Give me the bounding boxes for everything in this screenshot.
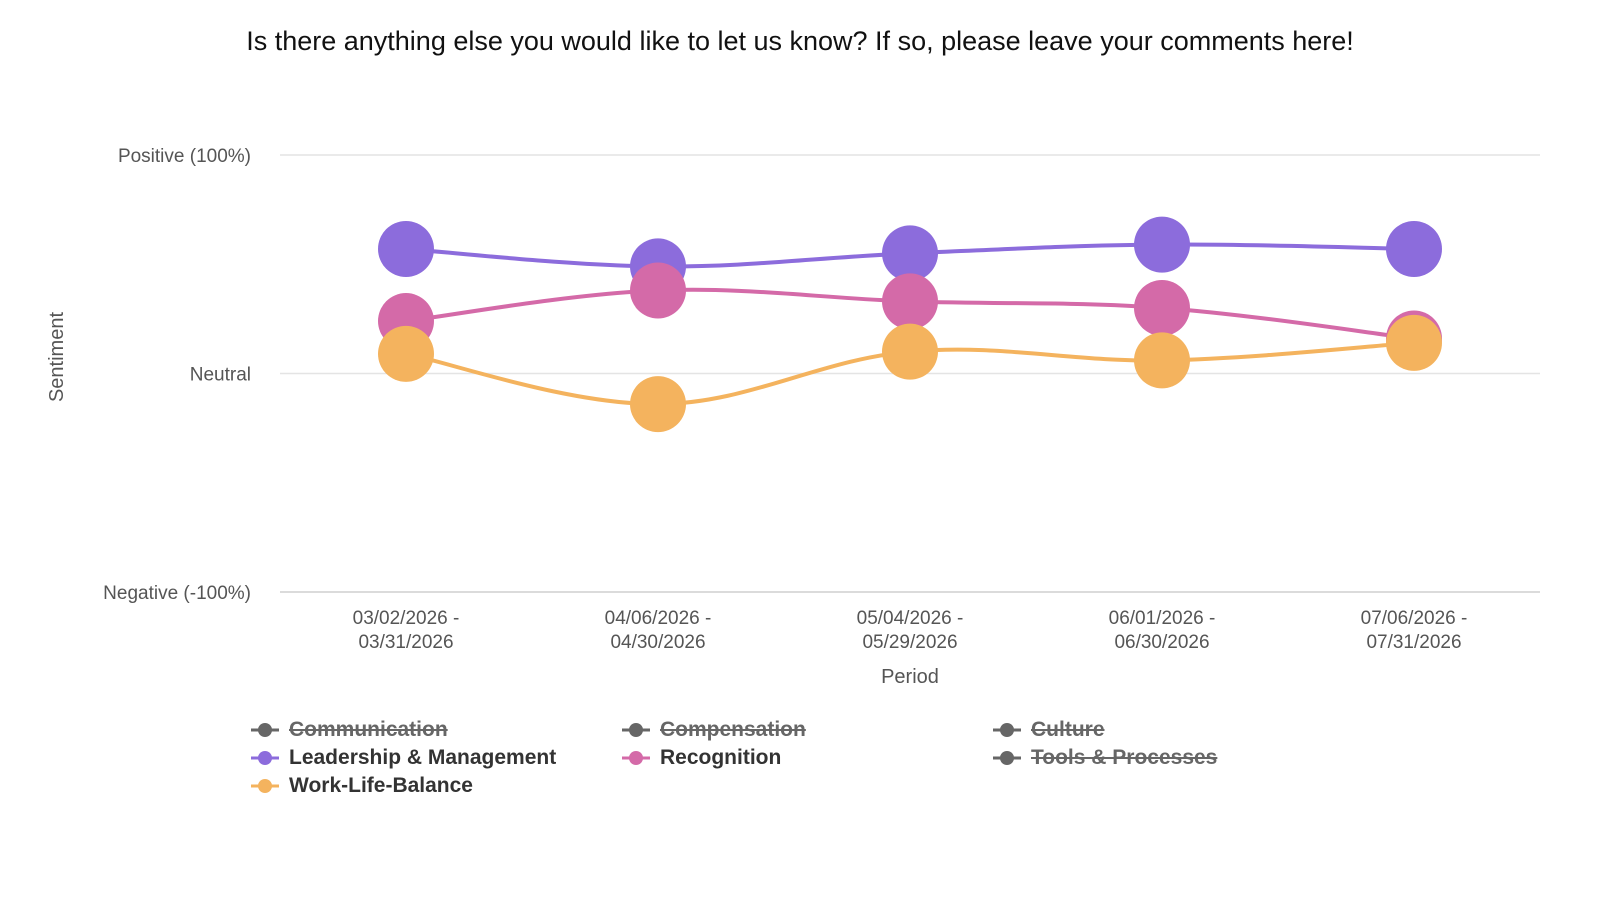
page-title: Is there anything else you would like to… xyxy=(246,26,1354,56)
legend-item-tools-processes[interactable]: Tools & Processes xyxy=(992,746,1363,770)
data-point-leadership-management xyxy=(1386,220,1442,277)
x-tick-label: 03/02/2026 - xyxy=(353,608,460,629)
data-point-recognition xyxy=(882,273,938,330)
legend-label: Culture xyxy=(1031,718,1105,741)
x-tick-label: 03/31/2026 xyxy=(358,632,453,653)
legend-item-recognition[interactable]: Recognition xyxy=(621,746,992,770)
x-tick-label: 06/01/2026 - xyxy=(1109,608,1216,629)
legend-label: Recognition xyxy=(660,746,782,769)
data-point-work-life-balance xyxy=(1386,314,1442,371)
sentiment-line-chart: Positive (100%) Neutral Negative (-100%) Se… xyxy=(46,146,1540,688)
legend-label: Leadership & Management xyxy=(289,746,557,769)
legend-marker xyxy=(251,751,279,765)
legend-marker xyxy=(251,779,279,793)
legend-item-culture[interactable]: Culture xyxy=(992,718,1363,742)
legend-label: Compensation xyxy=(660,718,806,741)
data-point-recognition xyxy=(630,262,686,319)
data-point-recognition xyxy=(1134,279,1190,336)
legend-item-work-life-balance[interactable]: Work-Life-Balance xyxy=(250,774,621,798)
y-axis-title: Sentiment xyxy=(46,312,68,402)
data-point-leadership-management xyxy=(1134,216,1190,273)
x-tick-label: 07/06/2026 - xyxy=(1361,608,1468,629)
legend-marker xyxy=(622,751,650,765)
x-tick-label: 07/31/2026 xyxy=(1366,632,1461,653)
data-point-leadership-management xyxy=(882,225,938,282)
legend-marker xyxy=(993,723,1021,737)
data-point-work-life-balance xyxy=(630,376,686,433)
legend-marker xyxy=(622,723,650,737)
legend-marker xyxy=(251,723,279,737)
y-tick-label: Positive (100%) xyxy=(118,146,251,167)
legend-label: Communication xyxy=(289,718,448,741)
x-tick-label: 05/29/2026 xyxy=(862,632,957,653)
data-point-leadership-management xyxy=(378,220,434,277)
legend-label: Work-Life-Balance xyxy=(289,774,473,797)
x-axis-title: Period xyxy=(881,666,939,688)
y-tick-label: Neutral xyxy=(190,365,251,386)
legend-item-leadership-management[interactable]: Leadership & Management xyxy=(250,746,621,770)
x-tick-label: 04/06/2026 - xyxy=(605,608,712,629)
chart-legend: Communication Compensation Culture Leadersh… xyxy=(250,718,1350,798)
x-tick-label: 04/30/2026 xyxy=(610,632,705,653)
x-tick-label: 05/04/2026 - xyxy=(857,608,964,629)
legend-label: Tools & Processes xyxy=(1031,746,1218,769)
legend-item-compensation[interactable]: Compensation xyxy=(621,718,992,742)
legend-marker xyxy=(993,751,1021,765)
data-point-work-life-balance xyxy=(1134,332,1190,389)
y-tick-label: Negative (-100%) xyxy=(103,583,251,604)
data-point-work-life-balance xyxy=(882,323,938,380)
legend-item-communication[interactable]: Communication xyxy=(250,718,621,742)
data-point-work-life-balance xyxy=(378,325,434,382)
x-tick-label: 06/30/2026 xyxy=(1114,632,1209,653)
